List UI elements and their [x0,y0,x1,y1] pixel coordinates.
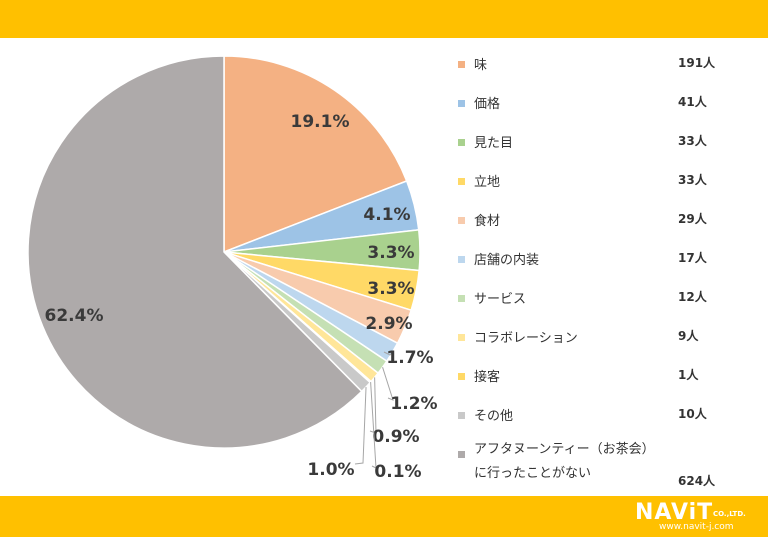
leader-line [383,351,393,356]
legend-item: サービス 12人 [458,286,758,307]
data-label: 1.2% [390,394,437,414]
legend-count: 41人 [678,95,707,109]
legend-swatch [458,217,465,224]
legend-swatch [458,334,465,341]
data-label: 19.1% [291,112,350,132]
logo-url: www.navit-j.com [659,522,734,532]
legend-label: 見た目 [474,136,514,151]
legend-label: 味 [474,58,488,73]
legend-swatch [458,61,465,68]
legend-count: 191人 [678,56,716,70]
leader-line [370,382,377,469]
legend-count: 9人 [678,329,699,343]
legend-label: サービス [474,292,527,307]
legend-label: アフタヌーンティー（お茶会） に行ったことがない [474,442,655,481]
legend-count: 12人 [678,290,707,304]
legend-swatch [458,178,465,185]
legend-label: 接客 [474,370,501,385]
legend-count: 1人 [678,368,699,382]
top-banner [0,0,768,38]
legend-item: 見た目 33人 [458,130,758,151]
data-label: 2.9% [365,314,412,334]
legend-count: 624人 [678,474,716,488]
data-label: 0.9% [372,427,419,447]
leader-line [354,387,367,465]
legend-swatch [458,412,465,419]
legend-item: 味 191人 [458,52,758,73]
leader-line [369,377,377,434]
legend-count: 33人 [678,134,707,148]
logo-name: NAViT [635,500,714,525]
legend-swatch [458,373,465,380]
legend-item: 価格 41人 [458,91,758,112]
data-label: 3.3% [367,279,414,299]
legend-count: 10人 [678,407,707,421]
legend-swatch [458,295,465,302]
legend-count: 17人 [678,251,707,265]
navit-logo: NAViT CO.,LTD. www.navit-j.com [635,500,763,534]
legend-label: コラボレーション [474,331,578,346]
legend-count: 29人 [678,212,707,226]
legend-label: 食材 [474,214,501,229]
legend-label: 価格 [474,97,501,112]
leader-line [382,367,394,401]
logo-suffix: CO.,LTD. [713,510,746,518]
data-label: 0.1% [374,462,421,482]
data-label: 1.7% [386,348,433,368]
legend-item: その他 10人 [458,403,758,424]
legend-item: 店舗の内装 17人 [458,247,758,268]
legend-label: 立地 [474,175,501,190]
legend-item: 食材 29人 [458,208,758,229]
bottom-banner [0,496,768,537]
data-label: 3.3% [367,243,414,263]
data-label: 62.4% [45,306,104,326]
legend-label: その他 [474,409,514,424]
legend-label: 店舗の内装 [474,253,540,268]
legend-item: 立地 33人 [458,169,758,190]
legend-count: 33人 [678,173,707,187]
pie-slice [223,55,408,254]
legend-item: アフタヌーンティー（お茶会） に行ったことがない 624人 [458,442,758,488]
data-label: 4.1% [363,205,410,225]
pie-slice [27,55,363,449]
legend-item: 接客 1人 [458,364,758,385]
legend-swatch [458,256,465,263]
legend-item: コラボレーション 9人 [458,325,758,346]
legend-swatch [458,451,465,458]
legend-swatch [458,100,465,107]
data-label: 1.0% [307,460,354,480]
legend-swatch [458,139,465,146]
